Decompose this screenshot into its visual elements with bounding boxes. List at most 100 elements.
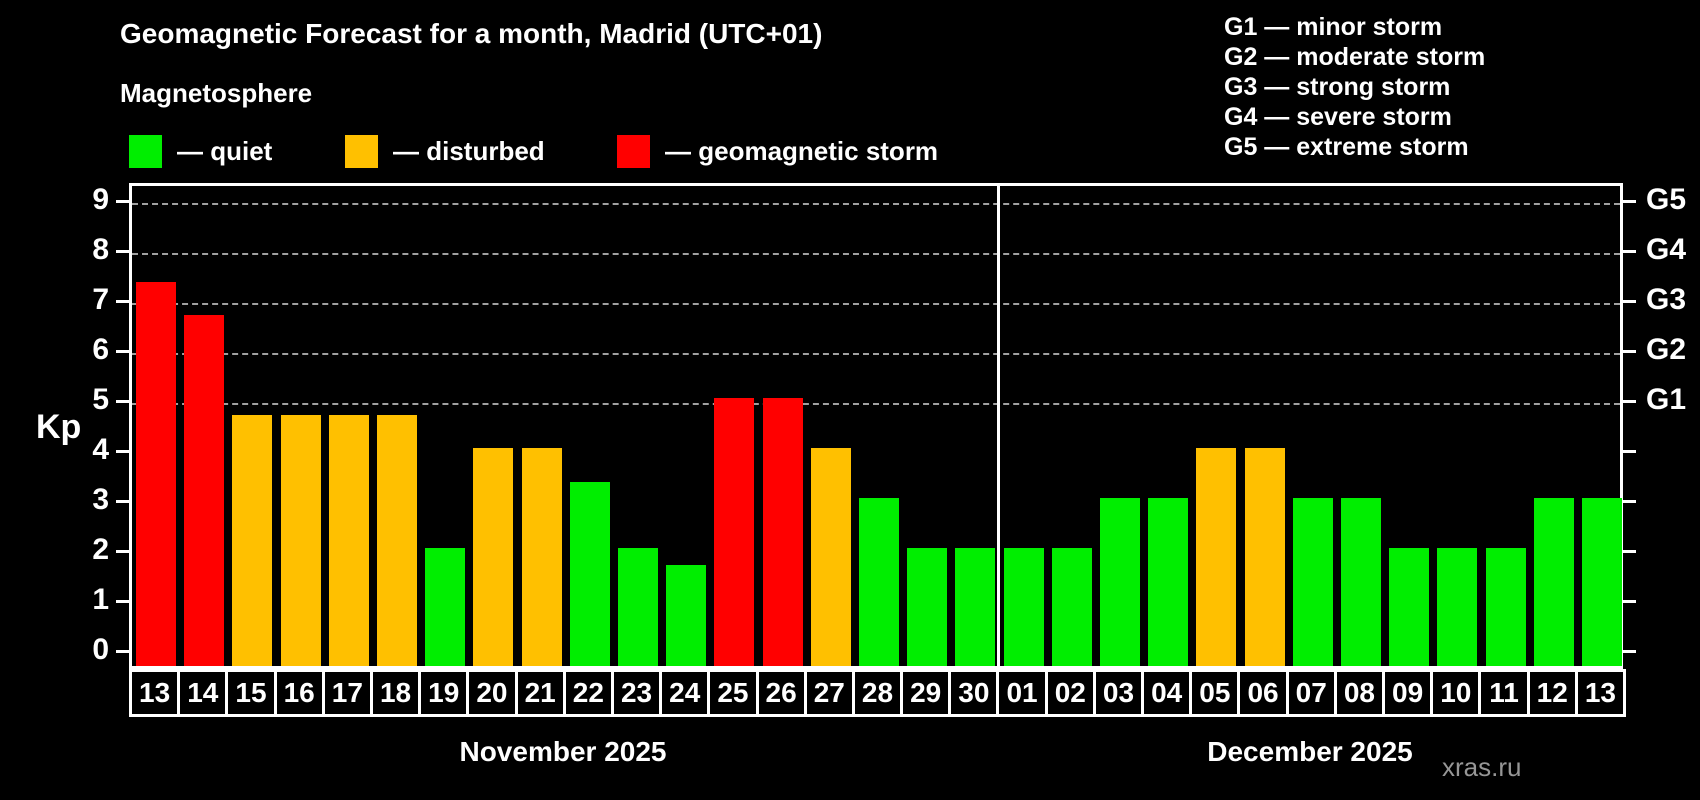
left-tick-5 (116, 400, 129, 403)
kp-tick-label-2: 2 (92, 533, 109, 566)
kp-bar-10 (1437, 548, 1478, 666)
kp-tick-label-4: 4 (92, 433, 109, 466)
day-cell-nov-30: 30 (948, 669, 1000, 717)
kp-tick-label-8: 8 (92, 233, 109, 266)
kp-bar-28 (859, 498, 899, 666)
kp-bar-05 (1196, 448, 1237, 666)
kp-bar-12 (1533, 498, 1574, 666)
day-cell-nov-19: 19 (418, 669, 470, 717)
day-cell-dec-07: 07 (1285, 669, 1337, 717)
kp-bar-01 (1003, 548, 1044, 666)
kp-tick-label-0: 0 (92, 633, 109, 666)
day-cell-dec-10: 10 (1430, 669, 1482, 717)
day-cell-dec-04: 04 (1141, 669, 1193, 717)
day-cell-nov-17: 17 (321, 669, 373, 717)
kp-bar-23 (618, 548, 659, 666)
day-cell-dec-05: 05 (1189, 669, 1241, 717)
g-tick-label-G5: G5 (1646, 183, 1687, 216)
g-tick-label-G1: G1 (1646, 383, 1687, 416)
disturbed-color-swatch (345, 134, 378, 168)
gridline-kp9 (132, 203, 1620, 205)
legend-item-quiet: — quiet (129, 134, 272, 168)
kp-bar-14 (184, 314, 225, 666)
kp-bar-21 (521, 448, 562, 666)
kp-bar-11 (1485, 548, 1526, 666)
right-tick-5 (1623, 400, 1636, 403)
kp-bar-06 (1244, 448, 1285, 666)
g-scale-legend-line: G1 — minor storm (1224, 13, 1443, 41)
day-cell-nov-22: 22 (562, 669, 614, 717)
kp-bar-07 (1292, 498, 1333, 666)
g-tick-label-G4: G4 (1646, 233, 1687, 266)
g-tick-label-G2: G2 (1646, 333, 1687, 366)
left-tick-9 (116, 200, 129, 203)
kp-bar-22 (569, 481, 610, 666)
right-tick-1 (1623, 600, 1636, 603)
right-tick-3 (1623, 500, 1636, 503)
day-cell-nov-18: 18 (369, 669, 422, 717)
kp-bar-17 (328, 414, 369, 666)
kp-bar-09 (1389, 548, 1430, 666)
day-cell-nov-24: 24 (659, 669, 711, 717)
day-cell-nov-23: 23 (610, 669, 663, 717)
left-tick-7 (116, 300, 129, 303)
kp-bar-15 (232, 414, 273, 666)
kp-bar-02 (1051, 548, 1092, 666)
kp-bar-13 (1581, 498, 1622, 666)
legend-item-disturbed: — disturbed (345, 134, 545, 168)
right-tick-0 (1623, 650, 1636, 653)
kp-bar-03 (1099, 498, 1140, 666)
day-cell-nov-16: 16 (273, 669, 325, 717)
g-tick-label-G3: G3 (1646, 283, 1687, 316)
day-cell-nov-15: 15 (225, 669, 277, 717)
kp-bar-18 (377, 414, 418, 666)
kp-tick-label-9: 9 (92, 183, 109, 216)
magnetosphere-label: Magnetosphere (120, 78, 313, 108)
day-cell-dec-12: 12 (1526, 669, 1578, 717)
day-cell-dec-11: 11 (1478, 669, 1530, 717)
right-tick-6 (1623, 350, 1636, 353)
kp-bar-30 (955, 548, 996, 666)
watermark: xras.ru (1442, 752, 1522, 782)
day-cell-nov-25: 25 (707, 669, 759, 717)
day-cell-dec-13: 13 (1574, 669, 1626, 717)
day-cell-nov-21: 21 (514, 669, 566, 717)
kp-bar-08 (1340, 498, 1381, 666)
day-cell-dec-08: 08 (1333, 669, 1386, 717)
kp-bar-04 (1148, 498, 1189, 666)
kp-tick-label-3: 3 (92, 483, 109, 516)
g-scale-legend-line: G4 — severe storm (1224, 103, 1452, 131)
right-tick-2 (1623, 550, 1636, 553)
month-label-december: December 2025 (1207, 736, 1413, 767)
kp-bar-13 (136, 281, 177, 666)
gridline-kp7 (132, 303, 1620, 305)
gridline-kp8 (132, 253, 1620, 255)
kp-bar-27 (810, 448, 851, 666)
kp-bar-16 (280, 414, 321, 666)
gridline-kp6 (132, 353, 1620, 355)
left-tick-1 (116, 600, 129, 603)
kp-bar-26 (762, 398, 803, 666)
kp-bar-25 (714, 398, 755, 666)
g-scale-legend-line: G2 — moderate storm (1224, 43, 1486, 71)
storm-label: — geomagnetic storm (665, 135, 939, 166)
quiet-label: — quiet (177, 135, 273, 166)
day-cell-dec-02: 02 (1044, 669, 1096, 717)
day-cell-nov-14: 14 (177, 669, 229, 717)
right-tick-7 (1623, 300, 1636, 303)
kp-bar-19 (425, 548, 466, 666)
page-title: Geomagnetic Forecast for a month, Madrid… (120, 18, 823, 49)
kp-tick-label-1: 1 (92, 583, 109, 616)
g-scale-legend-line: G3 — strong storm (1224, 73, 1451, 101)
gridline-kp5 (132, 403, 1620, 405)
legend-item-storm: — geomagnetic storm (617, 134, 938, 168)
left-tick-4 (116, 450, 129, 453)
kp-tick-label-5: 5 (92, 383, 109, 416)
day-cell-nov-27: 27 (803, 669, 855, 717)
kp-bar-20 (473, 448, 514, 666)
plot-area (129, 183, 1623, 669)
month-label-november: November 2025 (459, 736, 667, 767)
day-cell-nov-26: 26 (755, 669, 807, 717)
kp-tick-label-6: 6 (92, 333, 109, 366)
